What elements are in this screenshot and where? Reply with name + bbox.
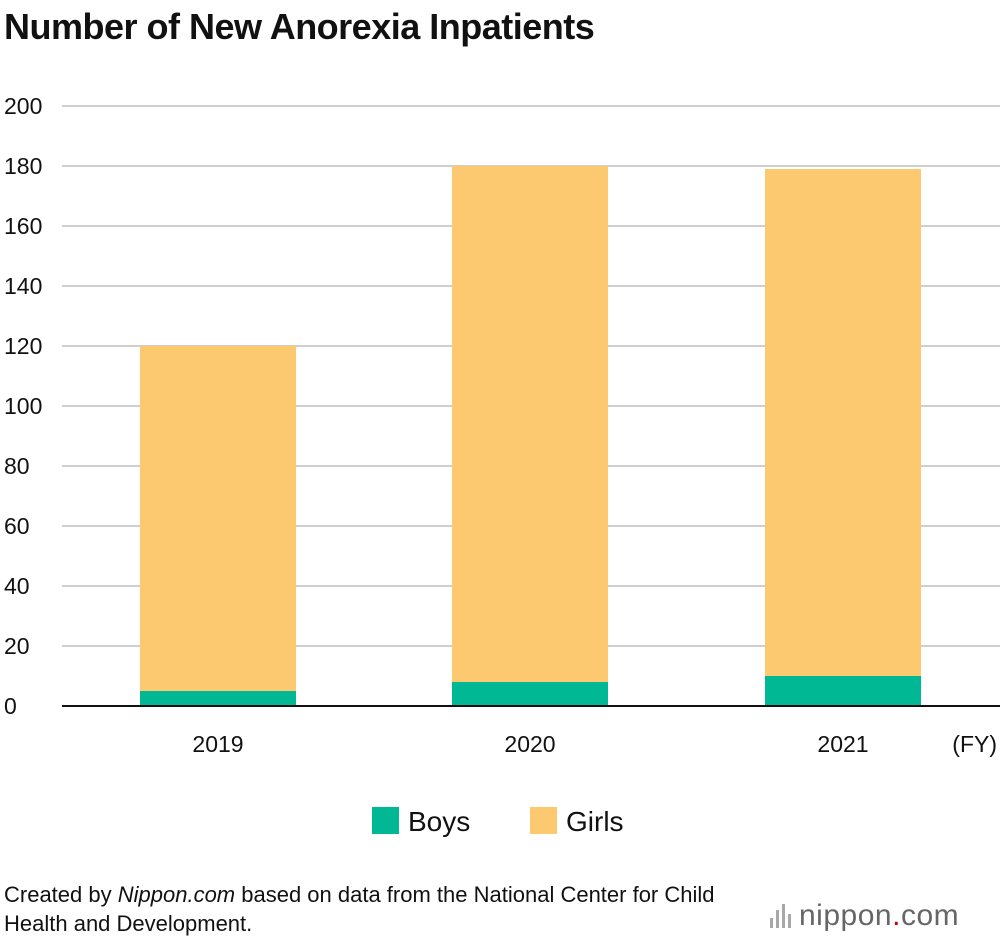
y-axis: 0 20 40 60 80 100 120 140 160 180 200 bbox=[4, 93, 42, 719]
y-tick-label-0: 0 bbox=[4, 693, 17, 719]
y-tick-label-200: 200 bbox=[4, 93, 42, 119]
x-axis: 2019 2020 2021 (FY) bbox=[62, 705, 1000, 757]
bars bbox=[140, 166, 921, 706]
legend-swatch-boys bbox=[372, 807, 399, 834]
nippon-logo: nippon.com bbox=[770, 896, 959, 936]
source-prefix: Created by bbox=[4, 882, 118, 907]
x-unit-label: (FY) bbox=[952, 731, 997, 757]
logo-name: nippon bbox=[799, 899, 893, 932]
source-suffix: based on data from the National Center f… bbox=[4, 882, 715, 936]
y-tick-label-100: 100 bbox=[4, 393, 42, 419]
chart-title: Number of New Anorexia Inpatients bbox=[4, 6, 595, 47]
y-tick-label-80: 80 bbox=[4, 453, 30, 479]
y-tick-label-60: 60 bbox=[4, 513, 30, 539]
bar-2020-girls bbox=[452, 166, 608, 682]
bar-2019-boys bbox=[140, 691, 296, 706]
bar-2019-girls bbox=[140, 346, 296, 691]
legend-label-boys: Boys bbox=[408, 806, 470, 837]
source-site: Nippon.com bbox=[117, 882, 236, 907]
logo-dot: . bbox=[892, 899, 901, 932]
y-tick-label-40: 40 bbox=[4, 573, 30, 599]
y-tick-label-160: 160 bbox=[4, 213, 42, 239]
legend-label-girls: Girls bbox=[566, 806, 624, 837]
x-tick-label-2019: 2019 bbox=[192, 731, 243, 757]
bar-2021-girls bbox=[765, 169, 921, 676]
logo-tld: com bbox=[900, 899, 960, 932]
legend: Boys Girls bbox=[372, 806, 624, 837]
logo-bars-icon bbox=[770, 904, 791, 928]
stacked-bar-chart: 0 20 40 60 80 100 120 140 160 180 200 2019 2020 2021… bbox=[4, 93, 1000, 837]
y-tick-label-140: 140 bbox=[4, 273, 42, 299]
bar-2020-boys bbox=[452, 682, 608, 706]
x-tick-label-2021: 2021 bbox=[817, 731, 868, 757]
y-tick-label-20: 20 bbox=[4, 633, 30, 659]
bar-2021-boys bbox=[765, 676, 921, 706]
source-note: Created by Nippon.com based on data from… bbox=[4, 880, 764, 938]
y-tick-label-120: 120 bbox=[4, 333, 42, 359]
y-tick-label-180: 180 bbox=[4, 153, 42, 179]
x-tick-label-2020: 2020 bbox=[504, 731, 555, 757]
legend-swatch-girls bbox=[530, 807, 557, 834]
